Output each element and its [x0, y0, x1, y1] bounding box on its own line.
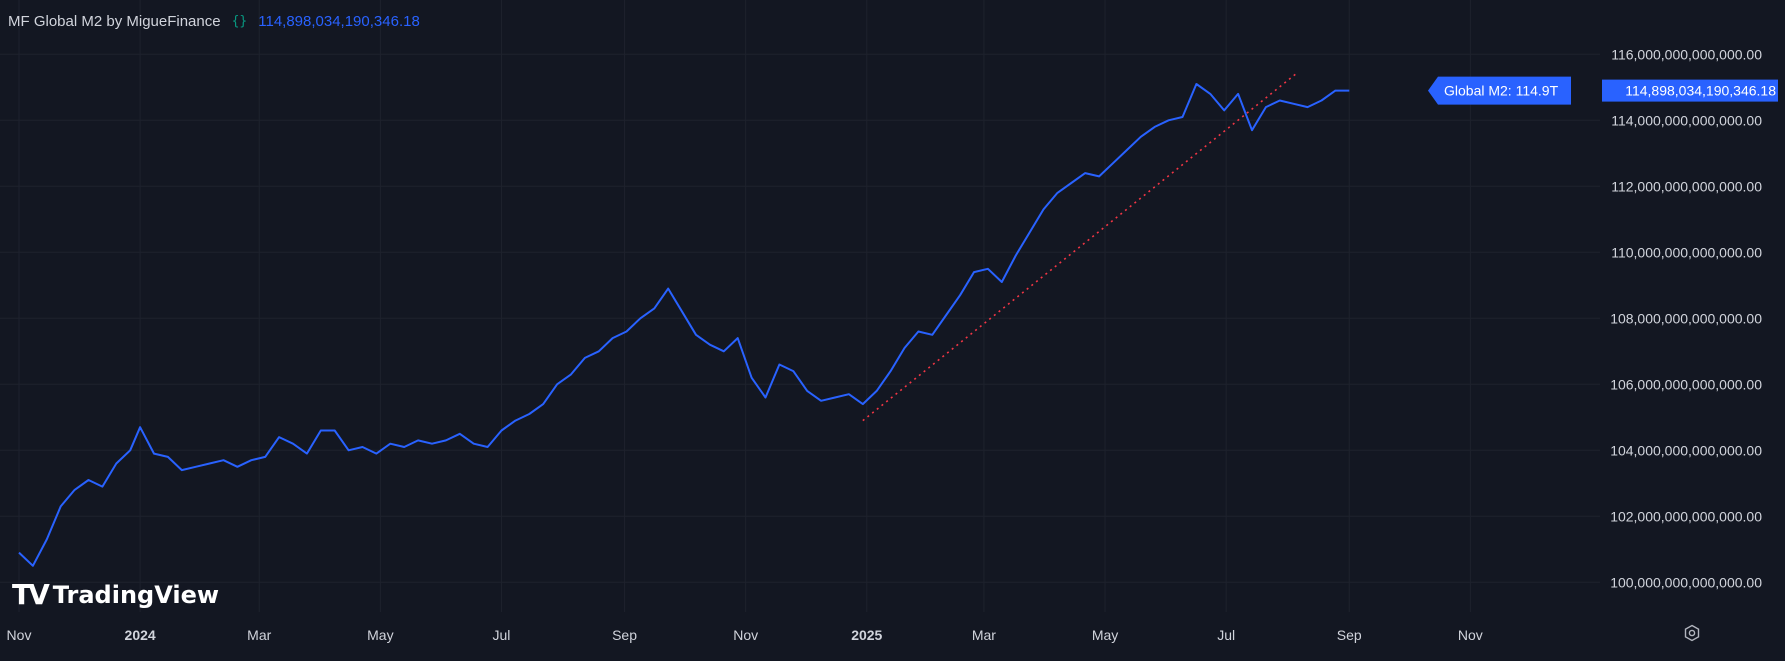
price-label: 114,898,034,190,346.18: [1625, 83, 1776, 99]
x-tick-label: Nov: [733, 627, 758, 643]
x-tick-label: Nov: [7, 627, 32, 643]
source-code-icon[interactable]: {}: [231, 13, 248, 29]
x-tick-label: 2025: [851, 627, 882, 643]
trendline: [862, 73, 1297, 422]
x-tick-label: Sep: [612, 627, 637, 643]
y-tick-label: 108,000,000,000,000.00: [1610, 310, 1762, 326]
x-tick-label: Jul: [1217, 627, 1235, 643]
x-tick-label: Nov: [1458, 627, 1483, 643]
gear-icon[interactable]: [1683, 624, 1701, 642]
y-tick-label: 112,000,000,000,000.00: [1611, 178, 1762, 194]
y-tick-label: 104,000,000,000,000.00: [1610, 442, 1762, 458]
y-tick-label: 116,000,000,000,000.00: [1611, 46, 1762, 62]
y-tick-label: 100,000,000,000,000.00: [1610, 574, 1762, 590]
x-tick-label: May: [367, 627, 393, 643]
tradingview-logo-text: TradingView: [52, 580, 220, 609]
price-label-box: [1602, 79, 1778, 102]
y-tick-label: 110,000,000,000,000.00: [1611, 244, 1762, 260]
indicator-legend[interactable]: MF Global M2 by MigueFinance {} 114,898,…: [8, 11, 420, 31]
x-tick-label: Mar: [972, 627, 996, 643]
x-tick-label: 2024: [125, 627, 156, 643]
y-tick-label: 106,000,000,000,000.00: [1610, 376, 1762, 392]
x-tick-label: May: [1092, 627, 1118, 643]
x-tick-label: Sep: [1337, 627, 1362, 643]
series-callout: [1428, 76, 1571, 105]
y-tick-label: 114,000,000,000,000.00: [1611, 112, 1762, 128]
series-line: [18, 83, 1350, 567]
tradingview-logo[interactable]: TV TradingView: [12, 578, 219, 611]
indicator-last-value: 114,898,034,190,346.18: [258, 12, 420, 30]
y-tick-label: 102,000,000,000,000.00: [1610, 508, 1762, 524]
x-tick-label: Mar: [247, 627, 271, 643]
indicator-title[interactable]: MF Global M2 by MigueFinance: [8, 12, 221, 30]
x-tick-label: Jul: [493, 627, 511, 643]
tradingview-logo-mark: TV: [12, 578, 50, 611]
series-callout-label: Global M2: 114.9T: [1444, 83, 1559, 99]
